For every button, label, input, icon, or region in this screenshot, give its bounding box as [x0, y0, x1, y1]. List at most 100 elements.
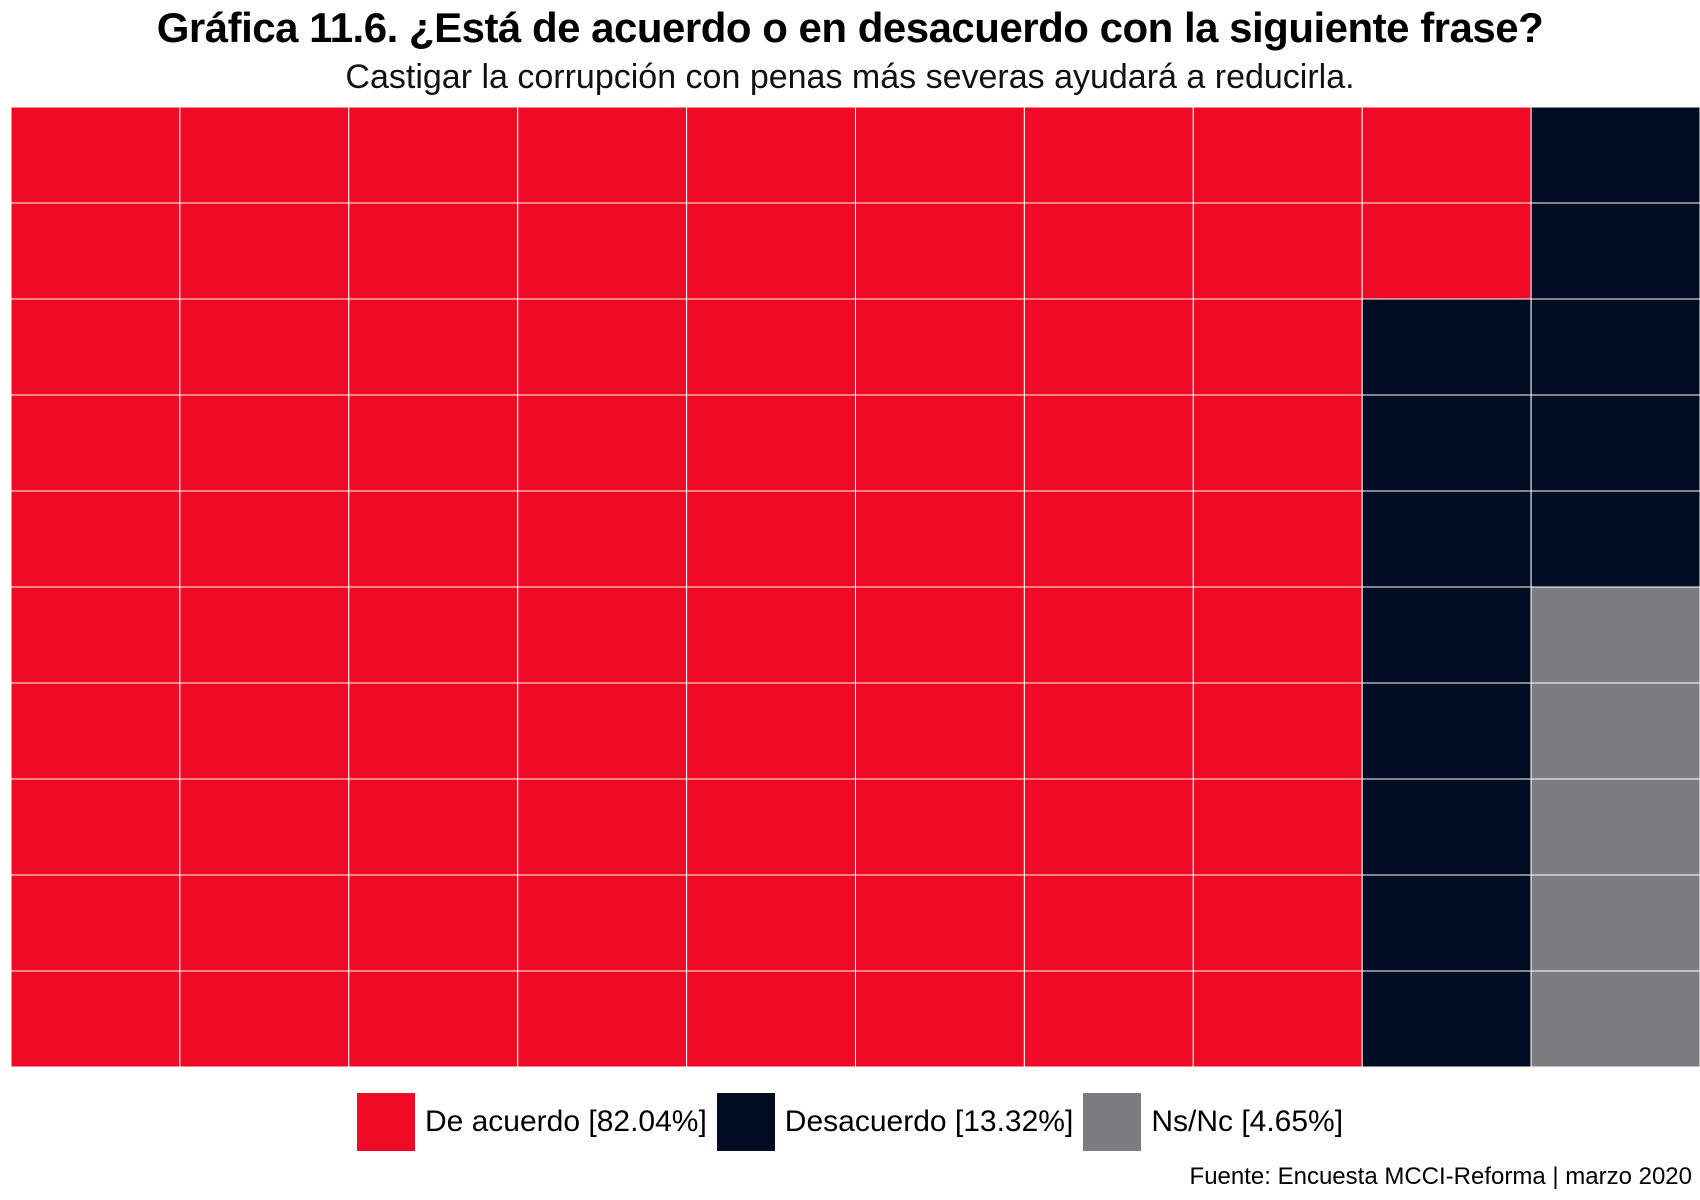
- waffle-cell-desacuerdo: [1361, 490, 1532, 588]
- waffle-cell-de-acuerdo: [1023, 874, 1194, 972]
- waffle-cell-de-acuerdo: [517, 394, 688, 492]
- waffle-cell-de-acuerdo: [179, 298, 350, 396]
- waffle-cell-desacuerdo: [1361, 394, 1532, 492]
- waffle-cell-de-acuerdo: [517, 490, 688, 588]
- waffle-cell-de-acuerdo: [348, 586, 519, 684]
- waffle-cell-de-acuerdo: [11, 490, 181, 588]
- chart-subtitle: Castigar la corrupción con penas más sev…: [345, 58, 1355, 96]
- waffle-cell-de-acuerdo: [517, 874, 688, 972]
- waffle-cell-desacuerdo: [1530, 202, 1700, 300]
- waffle-cell-de-acuerdo: [686, 586, 856, 684]
- waffle-cell-de-acuerdo: [179, 682, 350, 780]
- waffle-cell-ns-nc: [1530, 682, 1700, 780]
- waffle-cell-de-acuerdo: [179, 107, 350, 204]
- waffle-cell-de-acuerdo: [517, 107, 688, 204]
- waffle-cell-de-acuerdo: [1361, 202, 1532, 300]
- waffle-cell-de-acuerdo: [1192, 778, 1363, 876]
- legend: De acuerdo [82.04%] Desacuerdo [13.32%] …: [0, 1093, 1700, 1151]
- waffle-cell-de-acuerdo: [1023, 682, 1194, 780]
- waffle-cell-de-acuerdo: [517, 778, 688, 876]
- waffle-cell-de-acuerdo: [686, 682, 856, 780]
- legend-label-de-acuerdo: De acuerdo [82.04%]: [424, 1105, 707, 1138]
- waffle-cell-de-acuerdo: [1192, 107, 1363, 204]
- waffle-cell-desacuerdo: [1361, 298, 1532, 396]
- chart-title: Gráfica 11.6. ¿Está de acuerdo o en desa…: [156, 4, 1544, 51]
- waffle-cell-de-acuerdo: [11, 778, 181, 876]
- waffle-cell-de-acuerdo: [855, 394, 1025, 492]
- waffle-cell-de-acuerdo: [11, 298, 181, 396]
- waffle-cell-de-acuerdo: [1192, 394, 1363, 492]
- waffle-cell-de-acuerdo: [179, 778, 350, 876]
- waffle-cell-de-acuerdo: [517, 298, 688, 396]
- waffle-cell-de-acuerdo: [1192, 970, 1363, 1067]
- waffle-cell-de-acuerdo: [517, 202, 688, 300]
- waffle-cell-de-acuerdo: [855, 490, 1025, 588]
- waffle-cell-de-acuerdo: [686, 874, 856, 972]
- waffle-cell-de-acuerdo: [1023, 586, 1194, 684]
- waffle-cell-desacuerdo: [1361, 874, 1532, 972]
- waffle-cell-de-acuerdo: [179, 490, 350, 588]
- waffle-cell-de-acuerdo: [11, 586, 181, 684]
- waffle-cell-de-acuerdo: [855, 778, 1025, 876]
- waffle-cell-de-acuerdo: [1023, 490, 1194, 588]
- waffle-cell-de-acuerdo: [1192, 298, 1363, 396]
- waffle-cell-de-acuerdo: [855, 970, 1025, 1067]
- waffle-cell-de-acuerdo: [348, 970, 519, 1067]
- waffle-cell-de-acuerdo: [348, 490, 519, 588]
- waffle-cell-de-acuerdo: [517, 970, 688, 1067]
- waffle-cell-de-acuerdo: [11, 107, 181, 204]
- waffle-cell-de-acuerdo: [11, 394, 181, 492]
- waffle-cell-de-acuerdo: [1023, 298, 1194, 396]
- waffle-cell-de-acuerdo: [1023, 107, 1194, 204]
- waffle-cell-de-acuerdo: [686, 202, 856, 300]
- waffle-cell-desacuerdo: [1530, 490, 1700, 588]
- waffle-cell-de-acuerdo: [855, 202, 1025, 300]
- waffle-cell-ns-nc: [1530, 586, 1700, 684]
- waffle-cell-de-acuerdo: [179, 874, 350, 972]
- legend-swatch-desacuerdo: [716, 1093, 775, 1151]
- waffle-cell-de-acuerdo: [517, 586, 688, 684]
- waffle-cell-de-acuerdo: [11, 970, 181, 1067]
- waffle-cell-de-acuerdo: [348, 778, 519, 876]
- waffle-cell-de-acuerdo: [179, 394, 350, 492]
- waffle-cell-de-acuerdo: [855, 682, 1025, 780]
- legend-swatch-de-acuerdo: [356, 1093, 415, 1151]
- waffle-cell-de-acuerdo: [348, 202, 519, 300]
- waffle-cell-de-acuerdo: [855, 874, 1025, 972]
- waffle-cell-de-acuerdo: [11, 202, 181, 300]
- waffle-cell-de-acuerdo: [179, 586, 350, 684]
- waffle-cell-de-acuerdo: [179, 202, 350, 300]
- legend-label-desacuerdo: Desacuerdo [13.32%]: [784, 1105, 1074, 1138]
- waffle-cell-de-acuerdo: [855, 107, 1025, 204]
- waffle-cell-de-acuerdo: [1192, 586, 1363, 684]
- waffle-cell-de-acuerdo: [348, 107, 519, 204]
- waffle-cell-de-acuerdo: [855, 586, 1025, 684]
- waffle-cell-de-acuerdo: [686, 778, 856, 876]
- waffle-cell-de-acuerdo: [686, 490, 856, 588]
- legend-item-ns-nc: Ns/Nc [4.65%]: [1083, 1093, 1343, 1151]
- waffle-cell-desacuerdo: [1361, 586, 1532, 684]
- legend-item-de-acuerdo: De acuerdo [82.04%]: [356, 1093, 707, 1151]
- waffle-cell-desacuerdo: [1361, 682, 1532, 780]
- waffle-cell-de-acuerdo: [348, 874, 519, 972]
- waffle-cell-ns-nc: [1530, 874, 1700, 972]
- waffle-cell-de-acuerdo: [1023, 970, 1194, 1067]
- waffle-cell-de-acuerdo: [1192, 874, 1363, 972]
- source-note: Fuente: Encuesta MCCI-Reforma | marzo 20…: [1189, 1163, 1692, 1190]
- waffle-cell-de-acuerdo: [11, 682, 181, 780]
- legend-item-desacuerdo: Desacuerdo [13.32%]: [716, 1093, 1074, 1151]
- waffle-cell-desacuerdo: [1361, 778, 1532, 876]
- waffle-cell-de-acuerdo: [1361, 107, 1532, 204]
- waffle-cell-de-acuerdo: [1192, 202, 1363, 300]
- legend-swatch-ns-nc: [1083, 1093, 1142, 1151]
- waffle-cell-de-acuerdo: [1192, 490, 1363, 588]
- legend-label-ns-nc: Ns/Nc [4.65%]: [1151, 1105, 1344, 1138]
- waffle-cell-de-acuerdo: [1023, 778, 1194, 876]
- waffle-cell-de-acuerdo: [11, 874, 181, 972]
- waffle-cell-de-acuerdo: [686, 107, 856, 204]
- waffle-cell-de-acuerdo: [1023, 202, 1194, 300]
- waffle-cell-de-acuerdo: [517, 682, 688, 780]
- waffle-cell-de-acuerdo: [686, 970, 856, 1067]
- waffle-cell-desacuerdo: [1530, 107, 1700, 204]
- waffle-cell-desacuerdo: [1361, 970, 1532, 1067]
